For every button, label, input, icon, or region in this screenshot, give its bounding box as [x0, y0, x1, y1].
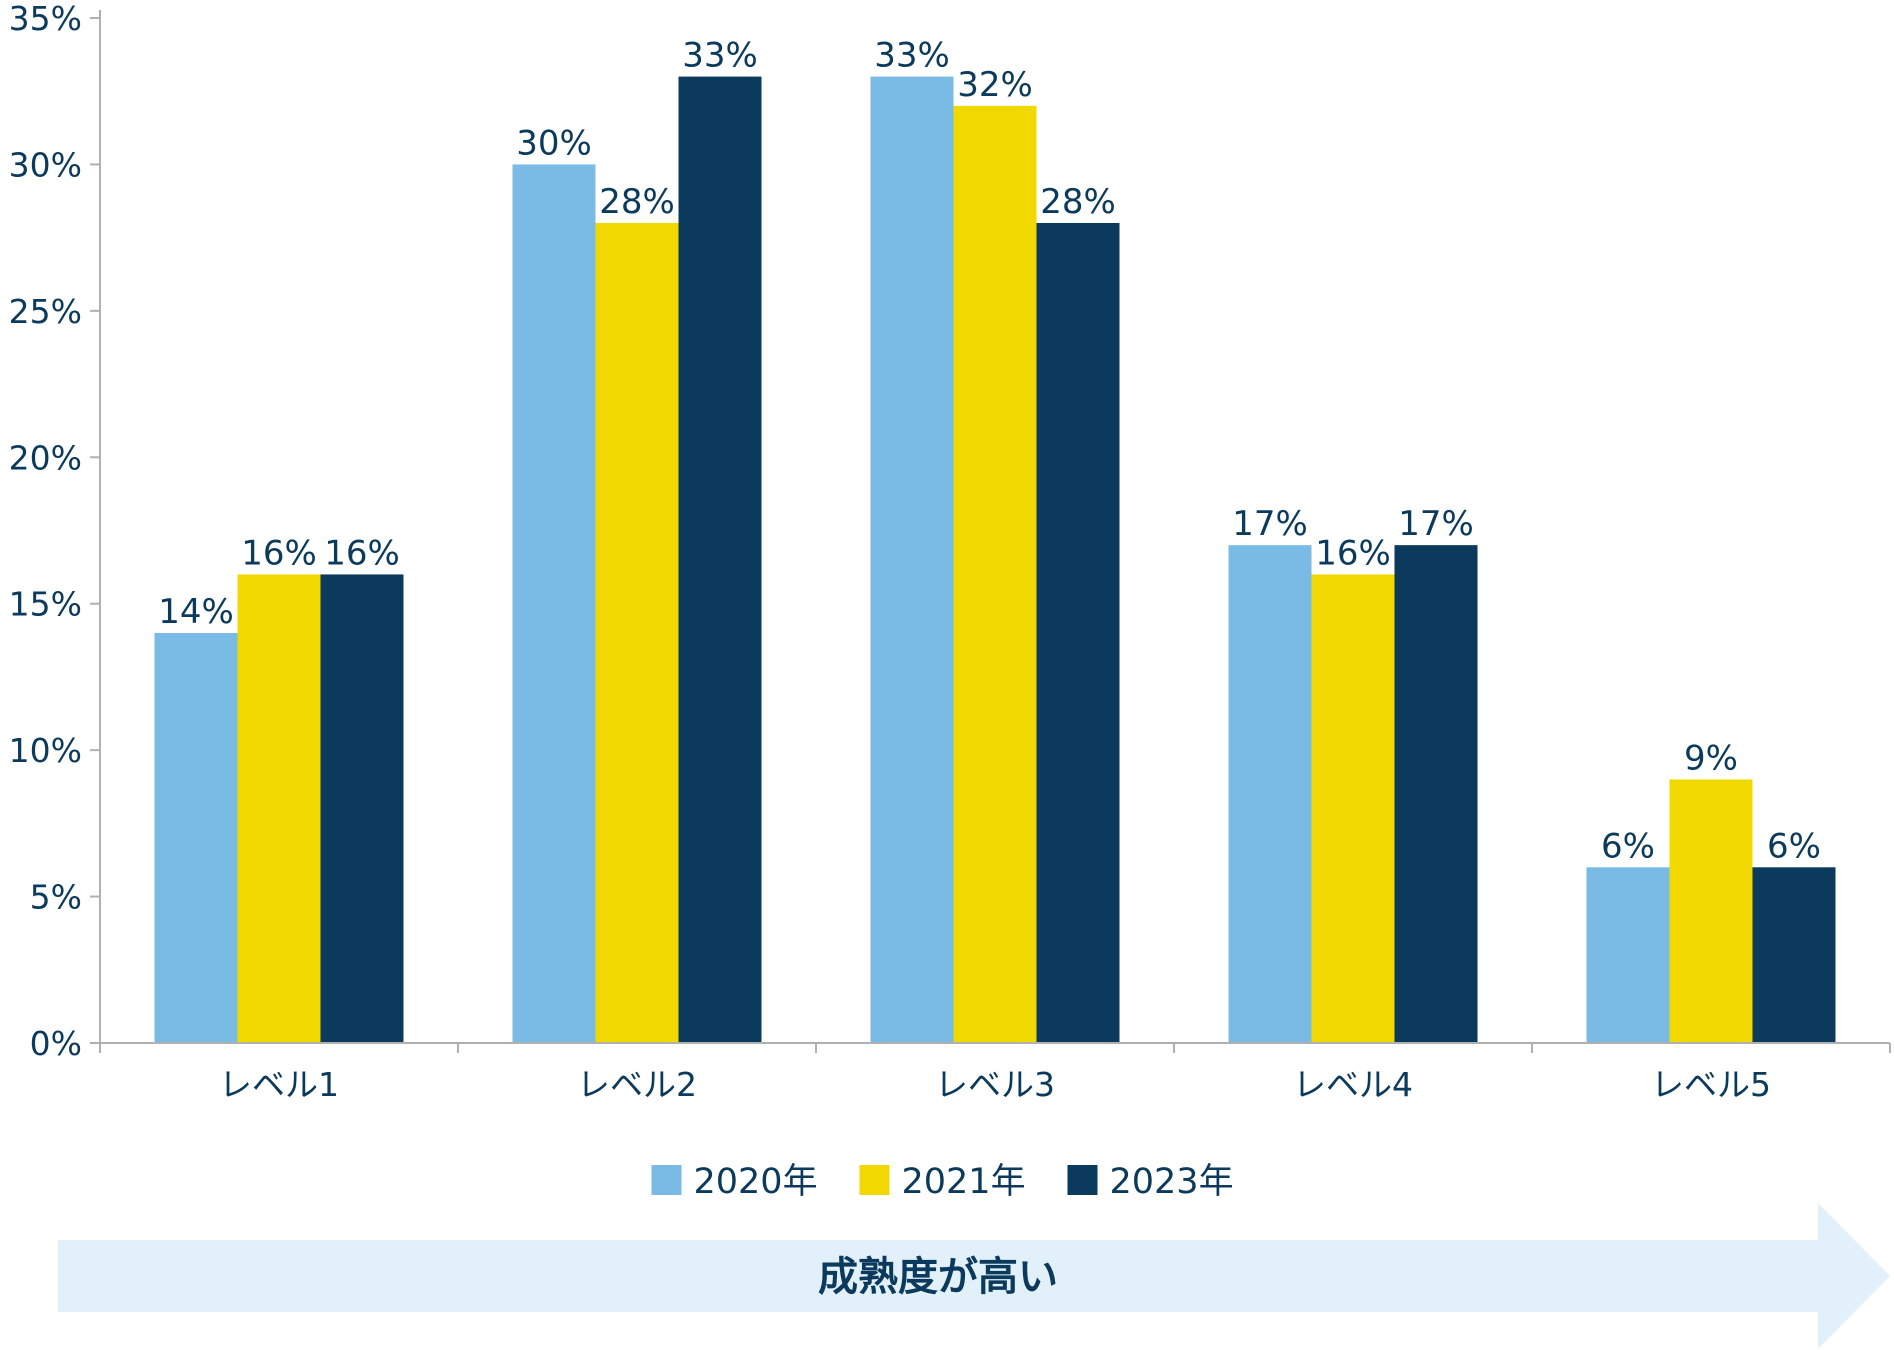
- legend-swatch: [859, 1165, 890, 1195]
- axes-group: 0% 5% 10% 15% 20% 25% 30% 35% レベル1 レベル2 レベル3 レベル4 レベ…: [9, 0, 1891, 1104]
- bar: [154, 633, 238, 1043]
- bar: [320, 574, 404, 1043]
- legend: 2020年 2021年 2023年: [651, 1162, 1234, 1202]
- data-label: 30%: [516, 123, 592, 163]
- bars-group: [154, 76, 1836, 1044]
- data-label: 32%: [957, 65, 1033, 105]
- data-label: 28%: [1040, 182, 1116, 222]
- data-label: 17%: [1398, 504, 1474, 544]
- y-tick-label: 30%: [9, 145, 82, 184]
- data-label: 6%: [1601, 826, 1655, 866]
- data-labels-group: 14%16% 16%30%28%33% 33%32%28%17%16%17%6%9%…: [158, 36, 1821, 867]
- bar: [512, 164, 596, 1043]
- x-category-label: レベル5: [1651, 1065, 1771, 1104]
- y-tick-label: 35%: [9, 0, 82, 38]
- data-label: 9%: [1684, 738, 1738, 778]
- maturity-banner: 成熟度が高い: [58, 1203, 1890, 1349]
- y-tick-label: 15%: [9, 585, 82, 624]
- bar: [595, 223, 679, 1043]
- y-tick-label: 5%: [30, 878, 82, 917]
- bar: [953, 105, 1037, 1044]
- bar: [1752, 867, 1836, 1043]
- bar: [1311, 574, 1395, 1043]
- data-label: 28%: [599, 182, 675, 222]
- data-label: 33%: [874, 36, 950, 76]
- bar: [1036, 223, 1120, 1043]
- bar: [1669, 779, 1753, 1043]
- y-tick-label: 20%: [9, 438, 82, 477]
- x-category-label: レベル1: [219, 1065, 339, 1104]
- data-label: 16%: [1315, 533, 1391, 573]
- data-label: 33%: [682, 36, 758, 76]
- x-category-label: レベル4: [1293, 1065, 1413, 1104]
- bar: [1586, 867, 1670, 1043]
- bar: [1228, 545, 1312, 1043]
- x-category-label: レベル3: [935, 1065, 1055, 1104]
- bar: [678, 76, 762, 1044]
- bar: [237, 574, 321, 1043]
- legend-label: 2023年: [1110, 1162, 1234, 1202]
- bar: [1394, 545, 1478, 1043]
- maturity-banner-label: 成熟度が高い: [818, 1254, 1058, 1300]
- y-tick-label: 10%: [9, 731, 82, 770]
- data-label: 14%: [158, 592, 234, 632]
- legend-label: 2021年: [902, 1162, 1026, 1202]
- legend-swatch: [1067, 1165, 1098, 1195]
- bar: [870, 76, 954, 1044]
- data-label: 16%: [241, 533, 317, 573]
- legend-swatch: [651, 1165, 682, 1195]
- legend-label: 2020年: [694, 1162, 818, 1202]
- x-category-label: レベル2: [577, 1065, 697, 1104]
- data-label: 17%: [1232, 504, 1308, 544]
- data-label: 6%: [1767, 826, 1821, 866]
- y-tick-label: 25%: [9, 292, 82, 331]
- data-label: 16%: [324, 533, 400, 573]
- maturity-arrow-shape: [58, 1203, 1890, 1349]
- y-tick-label: 0%: [30, 1024, 82, 1063]
